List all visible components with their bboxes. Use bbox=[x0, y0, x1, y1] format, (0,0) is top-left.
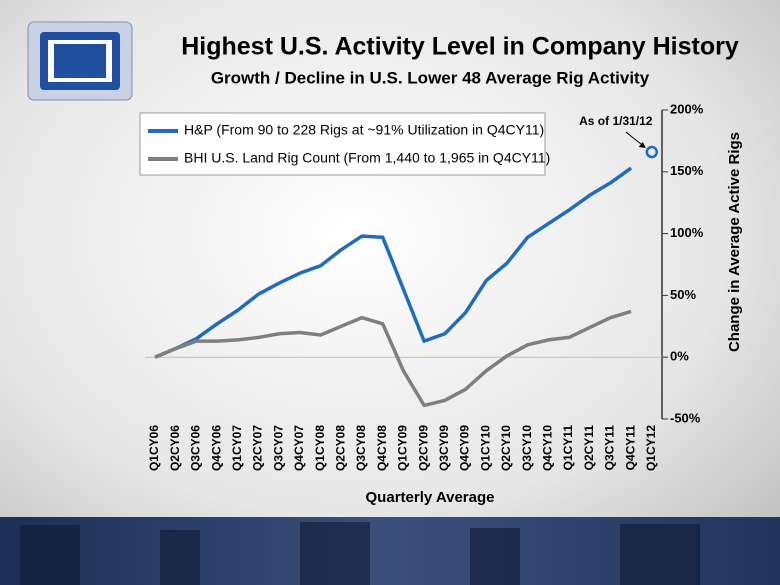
x-tick-label: Q4CY09 bbox=[458, 425, 472, 471]
x-tick-label: Q1CY09 bbox=[396, 425, 410, 471]
x-tick-label: Q4CY07 bbox=[292, 425, 306, 471]
legend-label: BHI U.S. Land Rig Count (From 1,440 to 1… bbox=[184, 150, 550, 166]
x-tick-label: Q1CY12 bbox=[644, 425, 658, 471]
x-tick-label: Q4CY08 bbox=[375, 425, 389, 471]
logo bbox=[27, 21, 133, 101]
y-tick-label: 50% bbox=[670, 287, 696, 302]
chart-title: Highest U.S. Activity Level in Company H… bbox=[181, 33, 739, 61]
x-tick-label: Q2CY09 bbox=[416, 425, 430, 471]
x-tick-label: Q3CY06 bbox=[189, 425, 203, 471]
x-tick-label: Q3CY07 bbox=[271, 425, 285, 471]
x-tick-label: Q1CY06 bbox=[147, 425, 161, 471]
x-tick-label: Q3CY08 bbox=[354, 425, 368, 471]
x-tick-label: Q4CY11 bbox=[623, 425, 637, 471]
y-tick-label: 150% bbox=[670, 163, 704, 178]
annotation-label: As of 1/31/12 bbox=[579, 114, 653, 128]
x-tick-label: Q4CY10 bbox=[540, 425, 554, 471]
x-tick-label: Q3CY09 bbox=[437, 425, 451, 471]
x-tick-label: Q1CY11 bbox=[561, 425, 575, 471]
photo-band-detail bbox=[20, 522, 700, 585]
series-line bbox=[154, 309, 632, 408]
x-axis-title: Quarterly Average bbox=[366, 489, 495, 506]
annotation-arrowhead bbox=[638, 142, 646, 149]
y-axis-title: Change in Average Active Rigs bbox=[726, 132, 743, 352]
x-tick-label: Q2CY08 bbox=[333, 425, 347, 471]
x-tick-label: Q1CY10 bbox=[478, 425, 492, 471]
x-tick-label: Q3CY11 bbox=[603, 425, 617, 471]
y-tick-label: 200% bbox=[670, 101, 704, 116]
legend-box bbox=[139, 112, 546, 176]
x-tick-label: Q2CY07 bbox=[251, 425, 265, 471]
x-tick-label: Q2CY06 bbox=[168, 425, 182, 471]
series-line bbox=[154, 166, 633, 359]
x-tick-label: Q2CY11 bbox=[582, 425, 596, 471]
x-tick-label: Q3CY10 bbox=[520, 425, 534, 471]
x-tick-label: Q1CY07 bbox=[230, 425, 244, 471]
y-tick-label: 0% bbox=[670, 349, 689, 364]
x-tick-label: Q4CY06 bbox=[209, 425, 223, 471]
x-tick-label: Q2CY10 bbox=[499, 425, 513, 471]
annotation-point bbox=[645, 145, 659, 159]
x-tick-label: Q1CY08 bbox=[313, 425, 327, 471]
y-tick-label: -50% bbox=[670, 410, 701, 425]
chart-subtitle: Growth / Decline in U.S. Lower 48 Averag… bbox=[211, 68, 650, 87]
legend-label: H&P (From 90 to 228 Rigs at ~91% Utiliza… bbox=[184, 122, 544, 138]
y-tick-label: 100% bbox=[670, 225, 704, 240]
